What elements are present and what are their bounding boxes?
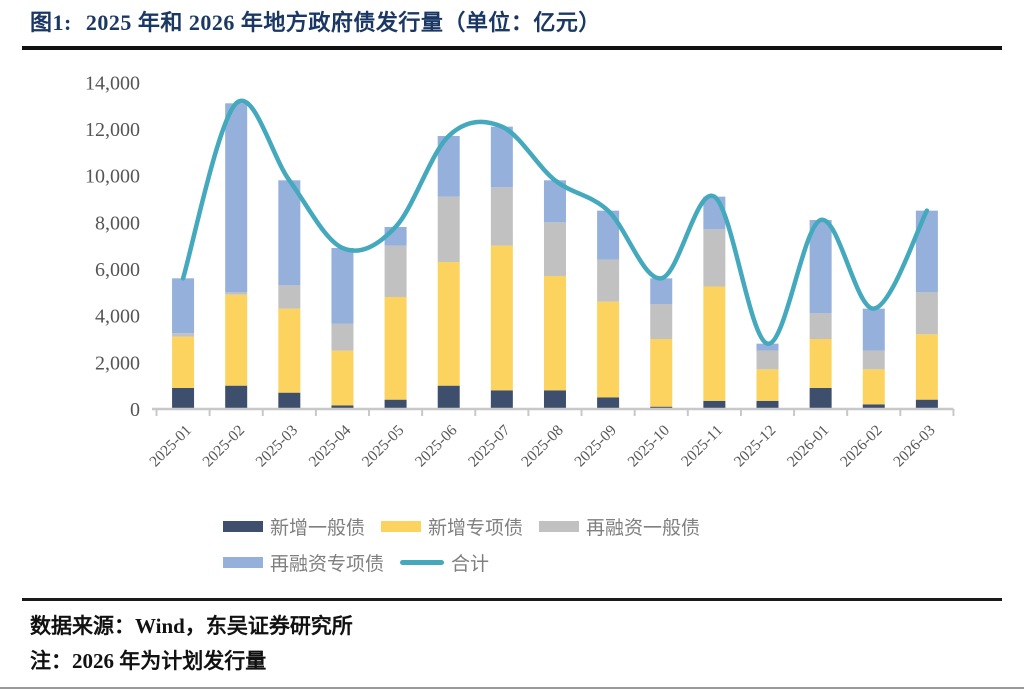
legend-item-total: 合计 xyxy=(400,549,489,576)
svg-text:2025-06: 2025-06 xyxy=(412,422,461,471)
svg-text:2025-09: 2025-09 xyxy=(571,422,620,471)
total-line-swatch-icon xyxy=(400,560,445,565)
footer-divider xyxy=(22,598,1002,601)
chart-legend: 新增一般债 新增专项债 再融资一般债 再融资专项债 合计 xyxy=(223,513,700,576)
svg-text:2026-03: 2026-03 xyxy=(890,422,939,471)
svg-text:2025-10: 2025-10 xyxy=(625,422,674,471)
chart-canvas: 0 2,000 4,000 6,000 8,000 10,000 12,000 14,000 2… xyxy=(85,72,955,471)
svg-text:2025-02: 2025-02 xyxy=(199,422,248,471)
svg-text:2025-07: 2025-07 xyxy=(465,422,514,471)
footer-note-text: 注：2026 年为计划发行量 xyxy=(30,649,267,673)
legend-label: 再融资一般债 xyxy=(586,518,701,539)
legend-item-new-special: 新增专项债 xyxy=(381,513,523,540)
figure-number: 图1: xyxy=(30,10,72,35)
svg-text:2025-03: 2025-03 xyxy=(253,422,302,471)
svg-text:12,000: 12,000 xyxy=(85,119,140,141)
svg-text:2025-05: 2025-05 xyxy=(359,422,408,471)
svg-text:2026-01: 2026-01 xyxy=(784,422,833,471)
data-source-text: 数据来源：Wind，东吴证券研究所 xyxy=(30,614,353,638)
svg-text:2025-01: 2025-01 xyxy=(146,422,195,471)
legend-item-refi-special: 再融资专项债 xyxy=(223,549,384,576)
new-special-swatch-icon xyxy=(381,521,422,532)
svg-text:2025-11: 2025-11 xyxy=(678,422,726,470)
legend-row-2: 再融资专项债 合计 xyxy=(223,549,700,576)
figure-title: 图1: 2025 年和 2026 年地方政府债发行量（单位：亿元） xyxy=(30,8,1000,38)
refi-special-swatch-icon xyxy=(223,557,263,568)
title-divider xyxy=(22,46,1002,50)
legend-label: 新增专项债 xyxy=(428,518,524,539)
svg-text:6,000: 6,000 xyxy=(95,259,140,281)
bottom-divider xyxy=(0,687,1024,689)
svg-text:4,000: 4,000 xyxy=(95,306,140,328)
svg-text:0: 0 xyxy=(130,399,140,421)
svg-text:2025-12: 2025-12 xyxy=(731,422,780,471)
legend-item-refi-general: 再融资一般债 xyxy=(539,513,700,540)
legend-row-1: 新增一般债 新增专项债 再融资一般债 xyxy=(223,513,700,540)
svg-text:10,000: 10,000 xyxy=(85,166,140,188)
svg-text:2,000: 2,000 xyxy=(95,352,140,374)
chart-area: 0 2,000 4,000 6,000 8,000 10,000 12,000 14,000 2… xyxy=(0,60,1024,500)
legend-label: 新增一般债 xyxy=(270,518,366,539)
legend-label: 再融资专项债 xyxy=(270,554,385,575)
figure-title-text: 2025 年和 2026 年地方政府债发行量（单位：亿元） xyxy=(85,10,601,35)
svg-text:2026-02: 2026-02 xyxy=(837,422,886,471)
new-general-swatch-icon xyxy=(223,521,263,532)
svg-text:2025-08: 2025-08 xyxy=(518,422,567,471)
svg-text:2025-04: 2025-04 xyxy=(306,422,355,471)
svg-text:8,000: 8,000 xyxy=(95,212,140,234)
legend-label: 合计 xyxy=(451,554,490,575)
svg-text:14,000: 14,000 xyxy=(85,72,140,94)
refi-general-swatch-icon xyxy=(539,521,580,532)
legend-item-new-general: 新增一般债 xyxy=(223,513,365,540)
